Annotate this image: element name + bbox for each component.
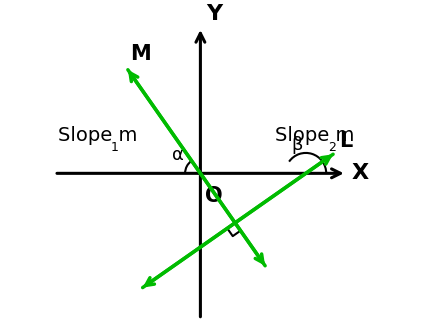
Text: M: M [130, 44, 150, 64]
Text: β: β [291, 136, 303, 154]
Text: X: X [352, 163, 369, 183]
Text: Slope m: Slope m [275, 126, 354, 145]
Text: 2: 2 [328, 141, 336, 154]
Text: Y: Y [206, 4, 222, 24]
Text: 1: 1 [110, 141, 119, 154]
Text: L: L [339, 131, 352, 151]
Text: Slope m: Slope m [58, 126, 137, 145]
Text: α: α [172, 147, 184, 164]
Text: O: O [205, 186, 223, 205]
